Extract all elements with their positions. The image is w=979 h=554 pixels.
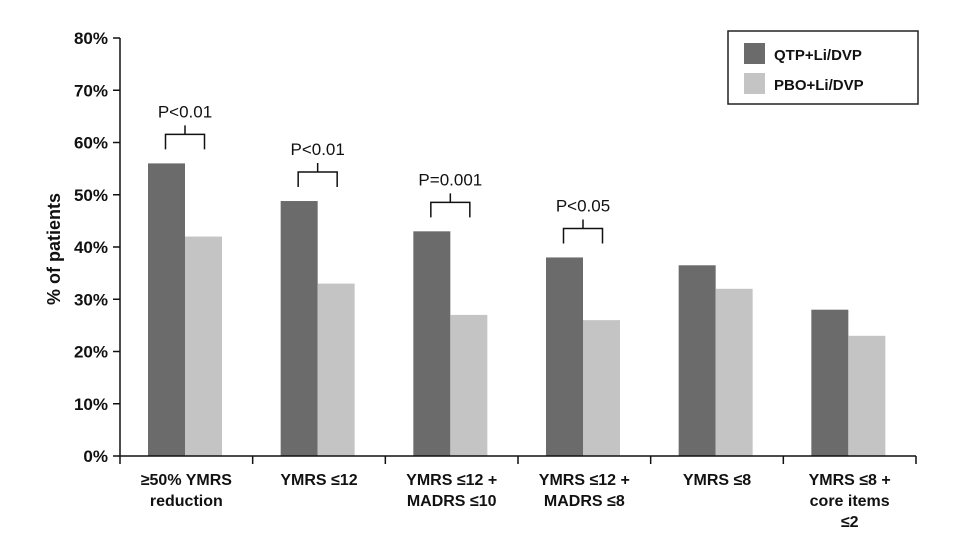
legend-label-pbo: PBO+Li/DVP — [774, 77, 864, 94]
bar-pbo — [317, 283, 355, 456]
y-tick-label: 0% — [83, 447, 108, 466]
bar-qtp — [546, 257, 583, 456]
bars — [148, 163, 886, 456]
bar-qtp — [280, 201, 318, 456]
significance-bracket — [430, 193, 471, 218]
significance-bracket — [164, 125, 206, 150]
legend-label-qtp: QTP+Li/DVP — [774, 47, 862, 64]
bar-qtp — [678, 265, 716, 456]
significance-bracket — [562, 219, 604, 244]
y-tick-label: 70% — [74, 81, 108, 100]
y-tick-label: 80% — [74, 29, 108, 48]
p-value-label: P=0.001 — [418, 170, 482, 189]
bar-qtp — [811, 309, 849, 456]
p-value-label: P<0.01 — [158, 102, 212, 121]
bar-qtp — [148, 163, 185, 456]
bar-pbo — [848, 335, 886, 456]
bar-pbo — [715, 288, 753, 456]
x-category-label: YMRS ≤8 — [683, 472, 751, 489]
y-axis-label: % of patients — [44, 193, 64, 305]
y-axis: 0% 10% 20% 30% 40% 50% 60% 70% 80% — [74, 29, 121, 466]
bar-qtp — [413, 231, 451, 456]
x-axis: ≥50% YMRS reduction YMRS ≤12 YMRS ≤12 + MADR… — [119, 455, 917, 531]
p-value-label: P<0.05 — [556, 196, 610, 215]
x-category-label: YMRS ≤12 + MADRS ≤10 — [406, 472, 497, 510]
legend: QTP+Li/DVP PBO+Li/DVP — [727, 30, 919, 105]
y-tick-label: 40% — [74, 238, 108, 257]
y-tick-label: 10% — [74, 395, 108, 414]
legend-swatch-pbo — [744, 73, 765, 94]
significance-bracket — [297, 163, 338, 188]
y-tick-label: 30% — [74, 290, 108, 309]
y-tick-label: 50% — [74, 186, 108, 205]
y-tick-label: 20% — [74, 343, 108, 362]
significance-annotations: P<0.01 P<0.01 P=0.001 P<0.05 — [158, 102, 610, 244]
x-category-label: YMRS ≤12 + MADRS ≤8 — [539, 472, 630, 510]
bar-pbo — [185, 236, 222, 456]
x-category-label: ≥50% YMRS reduction — [141, 472, 233, 510]
bar-pbo — [450, 314, 488, 456]
y-tick-label: 60% — [74, 134, 108, 153]
p-value-label: P<0.01 — [290, 140, 344, 159]
x-category-label: YMRS ≤12 — [280, 472, 357, 489]
x-category-label: YMRS ≤8 + core items ≤2 — [809, 472, 891, 531]
bar-pbo — [583, 320, 620, 456]
legend-swatch-qtp — [744, 43, 765, 64]
